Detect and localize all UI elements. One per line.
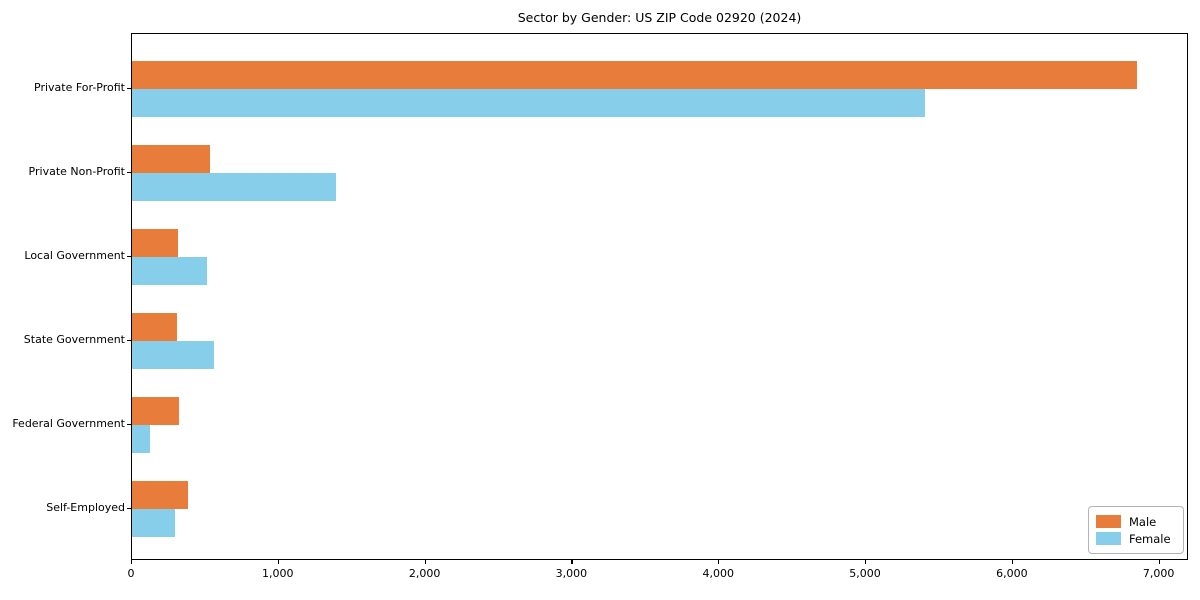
legend-swatch-male (1096, 515, 1121, 528)
x-tick-label: 5,000 (849, 567, 881, 580)
y-axis-category-label: Private For-Profit (34, 81, 125, 94)
x-tick-mark (1158, 560, 1160, 564)
x-tick-label: 2,000 (408, 567, 441, 580)
x-tick-mark (865, 560, 867, 564)
y-tick-mark (127, 340, 131, 342)
y-tick-mark (127, 508, 131, 510)
bar-female-private-for-profit (132, 89, 925, 117)
y-tick-mark (127, 172, 131, 174)
bar-male-federal-government (132, 397, 179, 425)
legend-item-male: Male (1096, 513, 1175, 530)
legend-swatch-female (1096, 532, 1121, 545)
x-tick-mark (571, 560, 573, 564)
x-tick-mark (424, 560, 426, 564)
x-tick-mark (277, 560, 279, 564)
x-tick-mark (131, 560, 133, 564)
x-tick-label: 6,000 (996, 567, 1028, 580)
legend-item-female: Female (1096, 530, 1175, 547)
y-tick-mark (127, 424, 131, 426)
y-axis-category-label: Federal Government (12, 417, 125, 430)
x-tick-mark (1011, 560, 1014, 564)
legend-label: Male (1129, 514, 1157, 529)
plot-area (131, 33, 1188, 560)
y-tick-mark (127, 256, 131, 258)
x-tick-label: 7,000 (1142, 567, 1175, 580)
bar-female-federal-government (132, 425, 151, 453)
x-tick-label: 3,000 (555, 567, 588, 580)
x-tick-label: 4,000 (702, 567, 734, 580)
y-tick-mark (127, 88, 131, 90)
bar-male-self-employed (132, 481, 188, 509)
legend-label: Female (1129, 531, 1171, 546)
x-tick-mark (718, 560, 720, 564)
bar-female-local-government (132, 257, 207, 285)
bar-female-self-employed (132, 509, 176, 537)
y-axis-category-label: Local Government (24, 249, 125, 262)
bar-male-local-government (132, 229, 178, 257)
bar-male-private-non-profit (132, 145, 210, 173)
bar-female-private-non-profit (132, 173, 337, 201)
bar-male-private-for-profit (132, 61, 1137, 89)
x-tick-label: 1,000 (262, 567, 294, 580)
y-axis-category-label: State Government (23, 333, 125, 346)
x-tick-label: 0 (127, 567, 135, 580)
y-axis-category-label: Self-Employed (46, 501, 125, 514)
legend: Male Female (1088, 506, 1184, 554)
y-axis-category-label: Private Non-Profit (28, 165, 125, 178)
bar-female-state-government (132, 341, 215, 369)
bar-male-state-government (132, 313, 177, 341)
chart-title: Sector by Gender: US ZIP Code 02920 (202… (517, 10, 802, 25)
